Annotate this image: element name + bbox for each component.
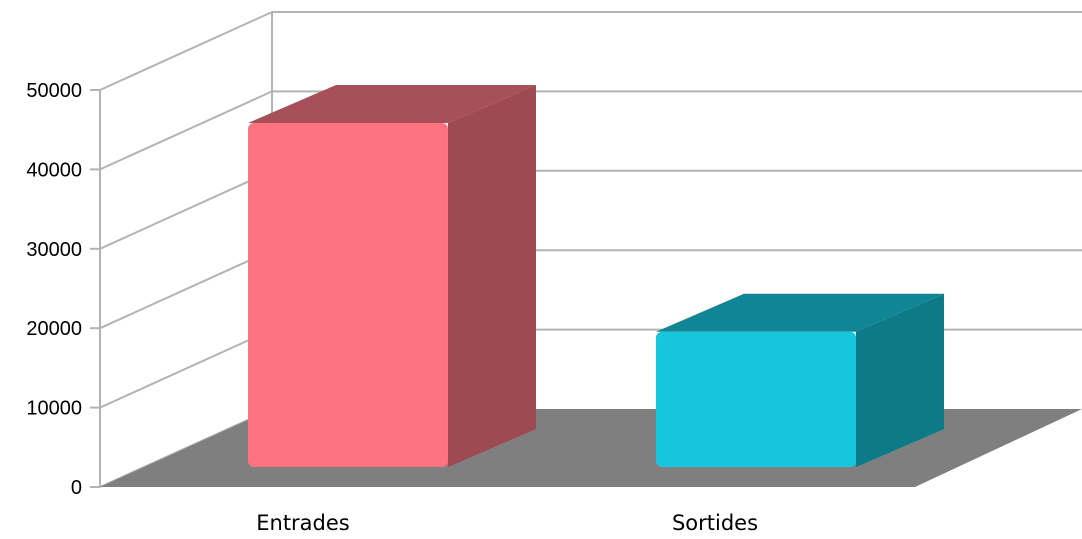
bars-group <box>248 85 944 467</box>
bar-side-sortides <box>856 293 944 467</box>
bar-front-sortides <box>656 331 856 467</box>
gridline-side-30000 <box>99 169 273 250</box>
ytick-label-40000: 40000 <box>26 159 82 181</box>
bar-top-entrades <box>248 85 536 123</box>
bar-side-entrades <box>448 85 536 467</box>
x-category-label-entrades: Entrades <box>256 511 350 535</box>
ytick-label-20000: 20000 <box>26 318 82 340</box>
gridline-side-40000 <box>99 90 273 171</box>
y-axis-ticks: 0 10000 20000 30000 40000 50000 <box>26 80 100 499</box>
ytick-label-30000: 30000 <box>26 239 82 261</box>
bar-top-sortides <box>656 293 944 332</box>
ytick-label-10000: 10000 <box>26 398 82 420</box>
x-axis-categories: Entrades Sortides <box>256 511 758 535</box>
bar-front-entrades <box>248 123 448 467</box>
gridline-side-20000 <box>99 249 273 330</box>
ytick-label-0: 0 <box>71 477 82 499</box>
gridline-side-10000 <box>99 328 273 409</box>
ytick-label-50000: 50000 <box>26 80 82 102</box>
x-category-label-sortides: Sortides <box>672 511 758 535</box>
gridline-side-50000 <box>99 11 273 91</box>
